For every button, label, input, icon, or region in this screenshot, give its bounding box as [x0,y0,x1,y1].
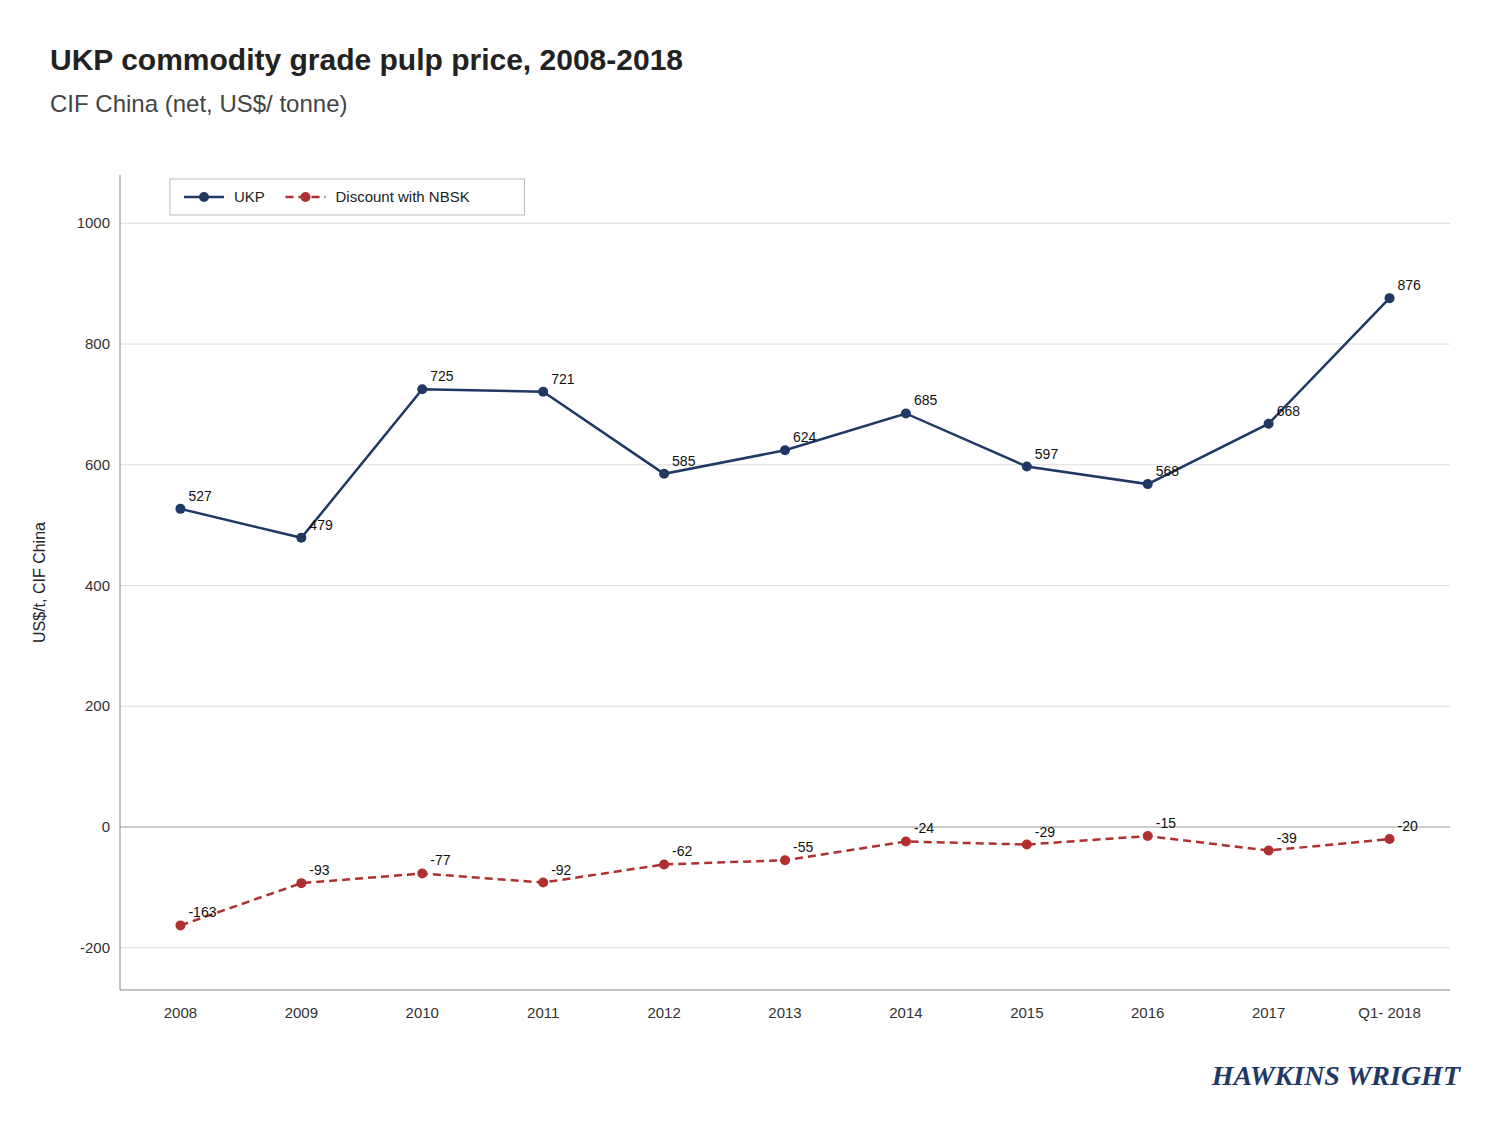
point [780,855,790,865]
footer-annotation: HAWKINS WRIGHT [1211,1060,1462,1091]
data-label: 876 [1398,277,1422,293]
point [538,878,548,888]
subtitle: CIF China (net, US$/ tonne) [50,90,347,117]
point [538,387,548,397]
data-label: -77 [430,852,450,868]
point [417,868,427,878]
y-axis-label: US$/t, CIF China [31,522,48,643]
marks [175,293,1394,930]
x-tick-label: 2015 [1010,1004,1043,1021]
data-label: -24 [914,820,934,836]
legend-marker [199,192,209,202]
data-label: 685 [914,392,938,408]
grid [120,223,1450,947]
data-label: -15 [1156,815,1176,831]
point [659,859,669,869]
point [417,384,427,394]
chart: UKP commodity grade pulp price, 2008-201… [0,0,1500,1125]
data-label: 725 [430,368,454,384]
y-tick-label: 1000 [77,214,110,231]
point [659,469,669,479]
data-label: 585 [672,453,696,469]
data-label: -163 [188,904,216,920]
point [175,920,185,930]
x-tick-label: 2008 [164,1004,197,1021]
point [1264,419,1274,429]
x-axis-line [120,990,1450,991]
data-label: -93 [309,862,329,878]
y-tick-label: -200 [80,939,110,956]
data-label: -39 [1277,830,1297,846]
x-tick-label: 2013 [768,1004,801,1021]
point [1385,834,1395,844]
point [1385,293,1395,303]
data-label: 568 [1156,463,1180,479]
point [901,836,911,846]
x-tick-label: 2012 [647,1004,680,1021]
y-axis-line [120,175,121,990]
data-label: 527 [188,488,212,504]
point [296,878,306,888]
point [780,445,790,455]
grid-line [120,827,1450,828]
point [901,408,911,418]
data-label: -20 [1398,818,1418,834]
y-tick-label: 800 [85,335,110,352]
data-label: 597 [1035,446,1059,462]
legend: UKP Discount with NBSK [170,179,525,215]
legend-marker [301,192,311,202]
point [1143,479,1153,489]
grid-line [120,947,1450,948]
x-tick-label: 2010 [406,1004,439,1021]
series-line [180,298,1389,538]
data-label: -55 [793,839,813,855]
grid-line [120,585,1450,586]
title: UKP commodity grade pulp price, 2008-201… [50,43,683,76]
legend-box [170,179,525,215]
legend-label: UKP [234,188,265,205]
point [296,533,306,543]
x-tick-label: 2009 [285,1004,318,1021]
x-tick-label: Q1- 2018 [1358,1004,1421,1021]
x-tick-label: 2011 [527,1004,559,1021]
point [1022,840,1032,850]
point [1143,831,1153,841]
data-label: 479 [309,517,333,533]
grid-line [120,464,1450,465]
y-tick-label: 400 [85,577,110,594]
point [1022,462,1032,472]
data-label: 624 [793,429,817,445]
legend-label: Discount with NBSK [336,188,470,205]
x-tick-label: 2014 [889,1004,922,1021]
x-tick-label: 2017 [1252,1004,1285,1021]
grid-line [120,344,1450,345]
data-label: -29 [1035,824,1055,840]
data-labels: 527 479 725 721 585 624 685 597 568 668 876 -163 -93… [188,277,1421,920]
point [175,504,185,514]
y-tick-label: 200 [85,697,110,714]
data-label: 721 [551,371,575,387]
y-tick-label: 0 [102,818,110,835]
y-tick-label: 600 [85,456,110,473]
data-label: -62 [672,843,692,859]
x-tick-label: 2016 [1131,1004,1164,1021]
grid-line [120,706,1450,707]
grid-line [120,223,1450,224]
data-label: -92 [551,862,571,878]
series-line [180,836,1389,925]
point [1264,846,1274,856]
data-label: 668 [1277,403,1301,419]
